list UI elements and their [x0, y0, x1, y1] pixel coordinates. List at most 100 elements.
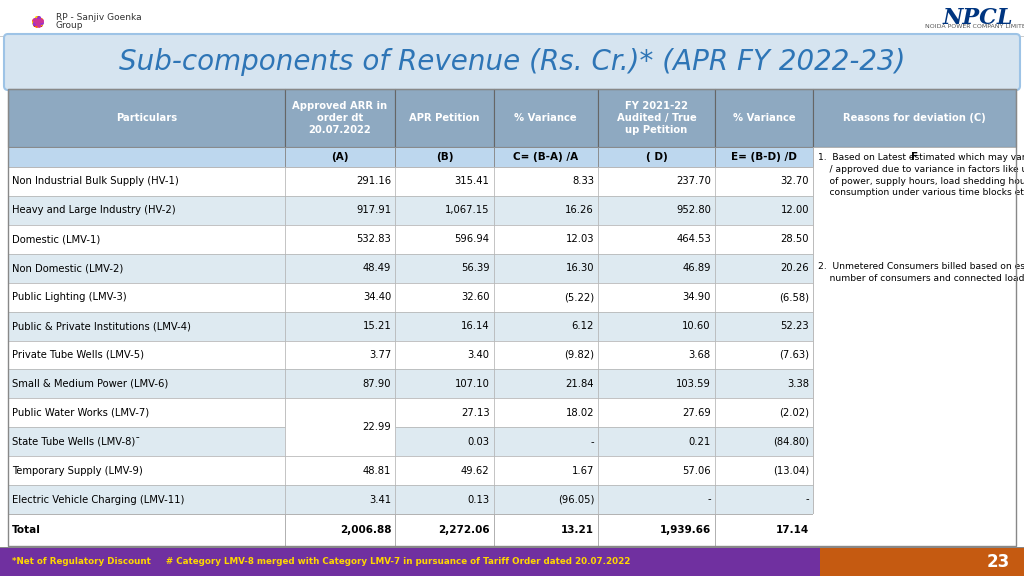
Bar: [8, 427, 285, 456]
Text: (A): (A): [331, 152, 348, 162]
Text: Private Tube Wells (LMV-5): Private Tube Wells (LMV-5): [12, 350, 144, 360]
Text: State Tube Wells (LMV-8)¯: State Tube Wells (LMV-8)¯: [12, 437, 140, 447]
Bar: [285, 89, 395, 147]
Bar: [494, 283, 598, 312]
Text: 107.10: 107.10: [455, 379, 489, 389]
Text: 52.23: 52.23: [780, 321, 809, 331]
Text: 8.33: 8.33: [572, 176, 594, 187]
Text: 1.  Based on Latest estimated which may vary from ARR claimed
    / approved due: 1. Based on Latest estimated which may v…: [818, 153, 1024, 198]
Bar: [395, 485, 494, 514]
Bar: [0, 548, 820, 576]
Text: (96.05): (96.05): [558, 495, 594, 505]
Bar: [598, 312, 715, 340]
Bar: [8, 225, 285, 254]
Text: 22.99: 22.99: [362, 422, 391, 432]
Text: (84.80): (84.80): [773, 437, 809, 447]
Bar: [8, 167, 285, 196]
Text: 532.83: 532.83: [356, 234, 391, 244]
Bar: [715, 196, 813, 225]
Text: 15.21: 15.21: [362, 321, 391, 331]
Text: 1,939.66: 1,939.66: [659, 525, 711, 535]
Text: Public Water Works (LMV-7): Public Water Works (LMV-7): [12, 408, 150, 418]
Text: FY 2021-22
Audited / True
up Petition: FY 2021-22 Audited / True up Petition: [616, 101, 696, 135]
Text: (7.63): (7.63): [779, 350, 809, 360]
Text: (B): (B): [435, 152, 454, 162]
Text: 20.26: 20.26: [780, 263, 809, 273]
Text: 3.38: 3.38: [787, 379, 809, 389]
Bar: [598, 456, 715, 485]
Text: 3.77: 3.77: [369, 350, 391, 360]
Bar: [395, 254, 494, 283]
Text: Public Lighting (LMV-3): Public Lighting (LMV-3): [12, 292, 127, 302]
Text: 464.53: 464.53: [676, 234, 711, 244]
Bar: [285, 167, 395, 196]
Bar: [285, 254, 395, 283]
Bar: [494, 456, 598, 485]
Bar: [285, 225, 395, 254]
Text: % Variance: % Variance: [514, 113, 578, 123]
Bar: [598, 427, 715, 456]
Text: Domestic (LMV-1): Domestic (LMV-1): [12, 234, 100, 244]
Text: Sub-components of Revenue (Rs. Cr.)* (APR FY 2022-23): Sub-components of Revenue (Rs. Cr.)* (AP…: [119, 48, 905, 76]
Text: Approved ARR in
order dt
20.07.2022: Approved ARR in order dt 20.07.2022: [292, 101, 387, 135]
Text: (13.04): (13.04): [773, 465, 809, 476]
Text: 596.94: 596.94: [455, 234, 489, 244]
Bar: [285, 399, 395, 427]
Bar: [494, 167, 598, 196]
Bar: [395, 514, 494, 546]
Bar: [395, 369, 494, 399]
Bar: [598, 283, 715, 312]
Bar: [285, 196, 395, 225]
Bar: [715, 485, 813, 514]
Bar: [8, 399, 285, 427]
Text: 12.03: 12.03: [565, 234, 594, 244]
Text: 12.00: 12.00: [780, 206, 809, 215]
Text: Particulars: Particulars: [116, 113, 177, 123]
Text: 3.41: 3.41: [369, 495, 391, 505]
Bar: [598, 254, 715, 283]
Text: Reasons for deviation (C): Reasons for deviation (C): [843, 113, 986, 123]
Bar: [395, 167, 494, 196]
Text: RP - Sanjiv Goenka: RP - Sanjiv Goenka: [56, 13, 141, 22]
Bar: [598, 147, 715, 167]
Text: (5.22): (5.22): [564, 292, 594, 302]
Text: Non Domestic (LMV-2): Non Domestic (LMV-2): [12, 263, 123, 273]
Text: 28.50: 28.50: [780, 234, 809, 244]
Bar: [598, 225, 715, 254]
Bar: [715, 225, 813, 254]
Bar: [598, 514, 715, 546]
Text: % Variance: % Variance: [733, 113, 796, 123]
Bar: [8, 283, 285, 312]
Text: 22.99: 22.99: [362, 408, 391, 418]
Text: 2,272.06: 2,272.06: [438, 525, 489, 535]
Text: (9.82): (9.82): [564, 350, 594, 360]
Bar: [598, 399, 715, 427]
Text: 23: 23: [987, 553, 1010, 571]
Bar: [813, 147, 1016, 167]
Text: NPCL: NPCL: [943, 7, 1014, 29]
Text: 0.21: 0.21: [688, 437, 711, 447]
Text: 32.70: 32.70: [780, 176, 809, 187]
Bar: [598, 167, 715, 196]
Bar: [715, 89, 813, 147]
Bar: [715, 369, 813, 399]
Bar: [598, 485, 715, 514]
Bar: [494, 485, 598, 514]
Bar: [715, 167, 813, 196]
Bar: [494, 369, 598, 399]
Bar: [8, 147, 285, 167]
Bar: [598, 369, 715, 399]
Bar: [598, 340, 715, 369]
Bar: [8, 485, 285, 514]
Bar: [494, 196, 598, 225]
Text: 1,067.15: 1,067.15: [445, 206, 489, 215]
Text: NOIDA POWER COMPANY LIMITED: NOIDA POWER COMPANY LIMITED: [926, 25, 1024, 29]
Text: 6.12: 6.12: [571, 321, 594, 331]
FancyBboxPatch shape: [4, 34, 1020, 90]
Bar: [285, 399, 395, 456]
Text: 16.30: 16.30: [565, 263, 594, 273]
Bar: [494, 312, 598, 340]
Bar: [395, 312, 494, 340]
Bar: [8, 89, 285, 147]
Text: 17.14: 17.14: [776, 525, 809, 535]
